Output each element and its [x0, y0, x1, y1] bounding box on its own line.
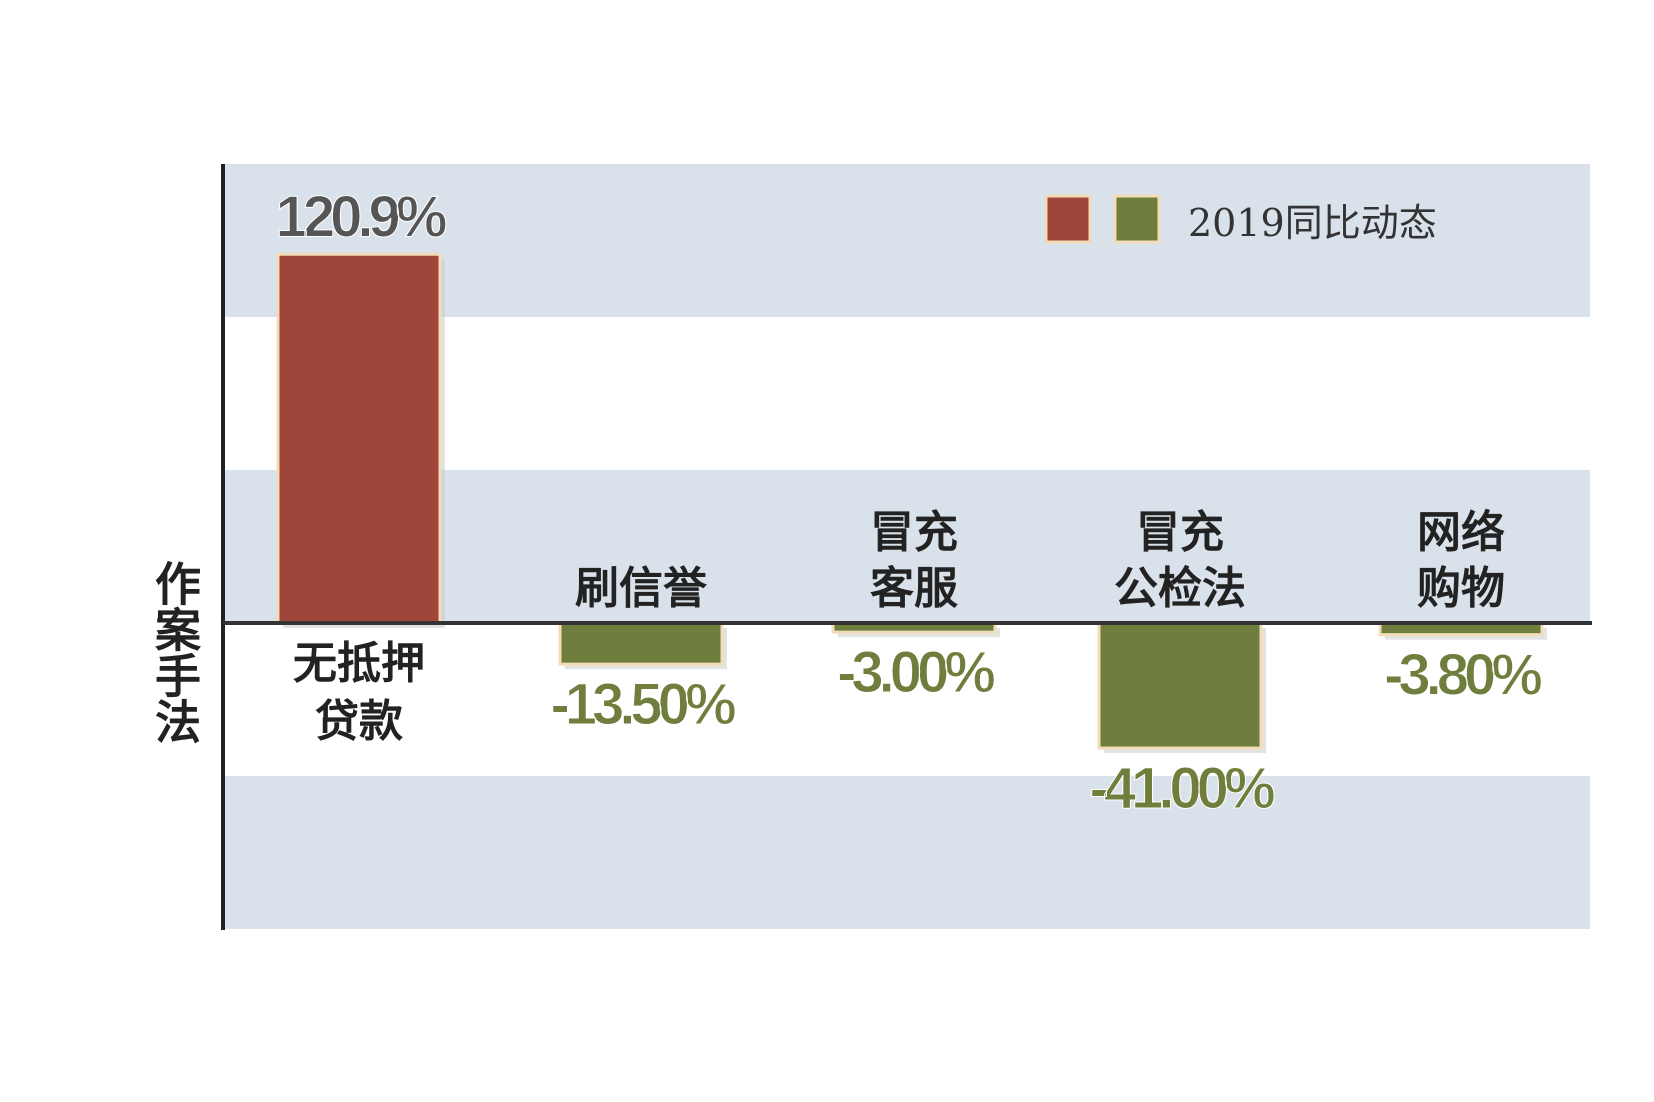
- category-label: 贷款: [315, 696, 403, 747]
- category-label: 冒充: [870, 507, 958, 558]
- category-label: 购物: [1417, 563, 1505, 614]
- background-band: [223, 470, 1590, 623]
- legend: 2019同比动态: [1044, 194, 1437, 245]
- value-label: 120.9%: [276, 184, 447, 249]
- bar-0: [276, 252, 442, 625]
- background-bands: [223, 164, 1590, 929]
- value-label: -41.00%: [1089, 756, 1274, 821]
- bar-3: [1097, 621, 1263, 750]
- bar-1: [558, 621, 724, 666]
- category-label: 刷信誉: [575, 563, 708, 614]
- y-axis-label: 作案手法: [148, 560, 202, 744]
- background-band: [223, 776, 1590, 929]
- legend-swatch-red: [1044, 194, 1092, 244]
- category-label: 网络: [1417, 507, 1505, 558]
- category-label: 客服: [870, 563, 958, 614]
- category-label: 无抵押: [293, 638, 425, 689]
- category-label: 冒充: [1136, 507, 1224, 558]
- legend-label: 2019同比动态: [1188, 201, 1437, 245]
- value-label: -3.80%: [1384, 643, 1542, 708]
- value-label: -3.00%: [837, 640, 995, 705]
- legend-swatch-green: [1113, 194, 1161, 244]
- background-band: [223, 164, 1590, 317]
- value-label: -13.50%: [550, 672, 735, 737]
- category-label: 公检法: [1114, 563, 1246, 614]
